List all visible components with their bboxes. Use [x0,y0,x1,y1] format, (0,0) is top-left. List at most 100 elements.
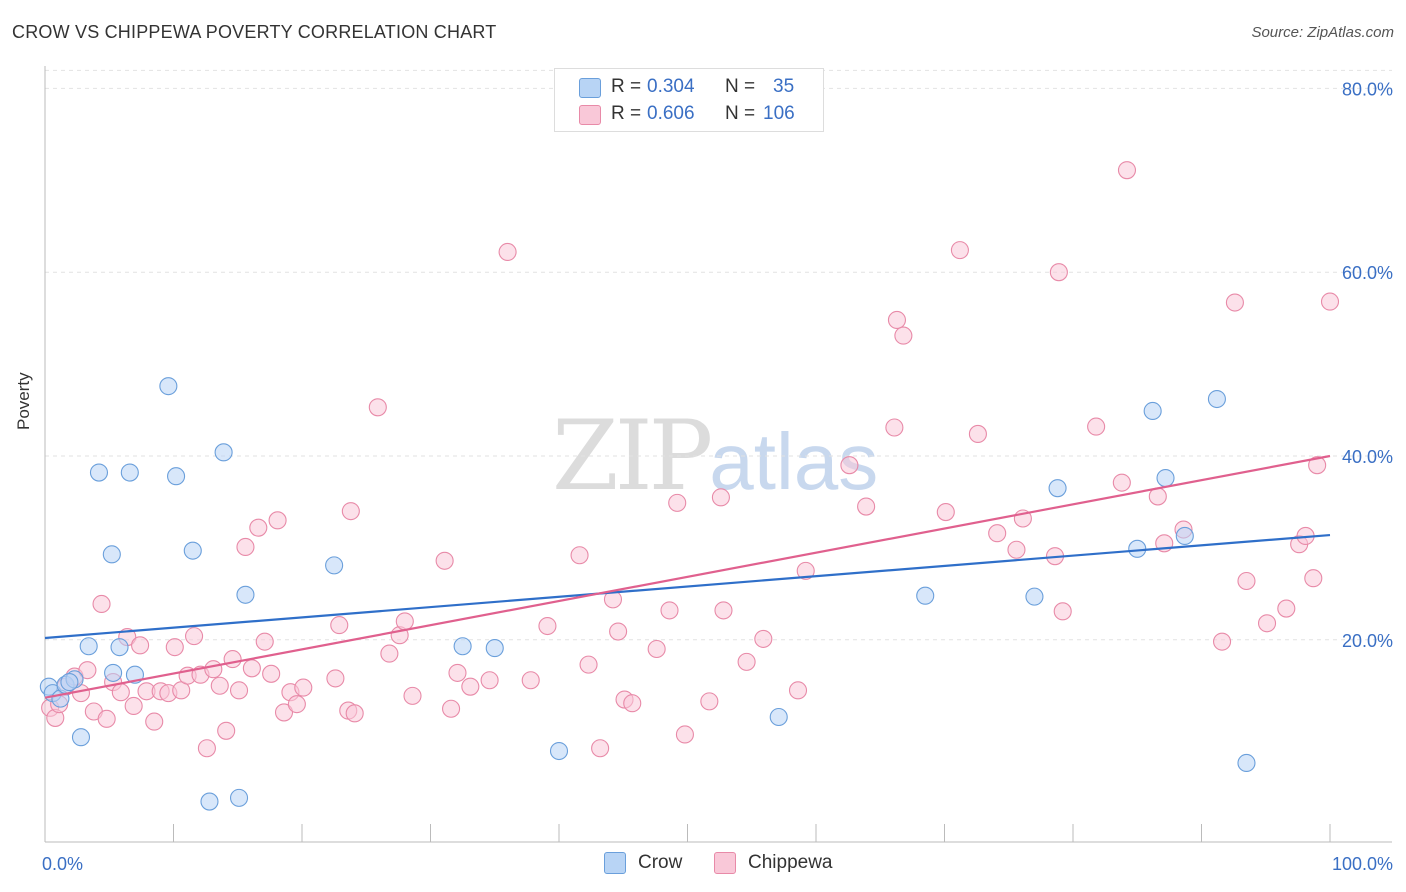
crow-point [769,707,788,727]
chippewa-point [368,398,387,417]
chippewa-point [92,594,111,614]
chippewa-point [1257,614,1277,633]
chippewa-point [1087,417,1106,436]
chart-title: CROW VS CHIPPEWA POVERTY CORRELATION CHA… [12,22,497,42]
r-value: 0.606 [647,103,695,124]
chippewa-point [1112,473,1131,492]
chippewa-point [330,616,349,635]
chippewa-point [403,686,422,705]
chippewa-point [124,696,143,716]
crow-swatch [579,78,601,98]
y-axis-label: Poverty [14,372,33,430]
chippewa-point [950,241,969,260]
chippewa-point [591,739,610,758]
chippewa-point [498,242,517,262]
crow-trend-line [44,533,1331,640]
chippewa-point [236,537,255,557]
crow-point [120,463,139,482]
crow-point [229,788,249,807]
chippewa-point [111,683,130,702]
chippewa-swatch [579,105,601,125]
chippewa-point [229,681,249,700]
crow-point [916,586,935,605]
chippewa-point [204,660,223,679]
chippewa-point [675,725,694,744]
crow-point [1237,753,1256,773]
n-value: 35 [773,76,795,97]
chippewa-point [287,695,306,714]
chippewa-point [395,612,414,631]
chippewa-point [714,601,733,620]
bottom-legend-crow: Crow [604,852,682,874]
crow-point [214,443,233,462]
crow-point [79,637,98,656]
chippewa-point [857,497,876,516]
chippewa-point [217,721,236,740]
x-tick-label: 0.0% [42,854,83,874]
chippewa-point [262,664,281,683]
crow-point [167,467,186,486]
crow-point [60,673,79,692]
chippewa-point [326,669,345,688]
chippewa-point [1277,599,1296,618]
chippewa-point [255,632,274,651]
chippewa-point [668,493,687,512]
crow-point [200,792,219,811]
crow-point [236,585,255,604]
crow-point [71,728,91,747]
chippewa-point [885,418,904,437]
chippewa-point [242,659,261,678]
crow-point [110,638,129,657]
chippewa-point [623,694,642,713]
chippewa-point [1304,569,1323,588]
r-label: R = [611,76,642,97]
chippewa-point [442,699,461,718]
chippewa-point [700,692,719,711]
crow-point [89,463,109,482]
crow-point [159,377,178,396]
chippewa-point [647,639,666,659]
chippewa-point [936,503,955,522]
chippewa-point [609,622,628,641]
r-label: R = [611,103,642,124]
source-label: Source: ZipAtlas.com [1251,24,1394,41]
chippewa-point [711,488,730,507]
chippewa-point [131,636,150,655]
y-tick-label: 80.0% [1342,79,1393,99]
chippewa-point [1213,632,1232,651]
crow-point [183,541,202,560]
chippewa-point [968,424,987,443]
bottom-legend-chippewa: Chippewa [714,852,833,874]
chippewa-point [223,650,242,669]
r-value: 0.304 [647,76,695,97]
chippewa-trend-line [44,454,1331,699]
chippewa-point [796,561,815,580]
chippewa-point [1308,456,1327,475]
crow-point [1143,401,1162,421]
crow-point [1156,469,1175,488]
y-tick-label: 20.0% [1342,631,1393,651]
chippewa-point [1007,540,1026,559]
chippewa-point [737,652,756,671]
chippewa-point [249,518,268,537]
chippewa-point [521,671,540,690]
chippewa-point [380,644,399,663]
chippewa-point [579,655,598,674]
n-label: N = [725,76,756,97]
chippewa-point [988,524,1007,543]
crow-point [453,637,472,656]
chippewa-point [448,663,467,682]
chippewa-point [887,310,907,330]
crow-point [1048,479,1067,498]
n-value: 106 [763,103,795,124]
chippewa-point [294,678,313,697]
chippewa-point [185,627,204,646]
chippewa-point [1049,263,1068,282]
crow-point [1207,389,1226,409]
chippewa-label: Chippewa [748,852,833,873]
x-tick-label: 100.0% [1332,854,1393,874]
crow-label: Crow [638,852,683,873]
chippewa-point [660,601,679,620]
chippewa-point [538,616,557,636]
